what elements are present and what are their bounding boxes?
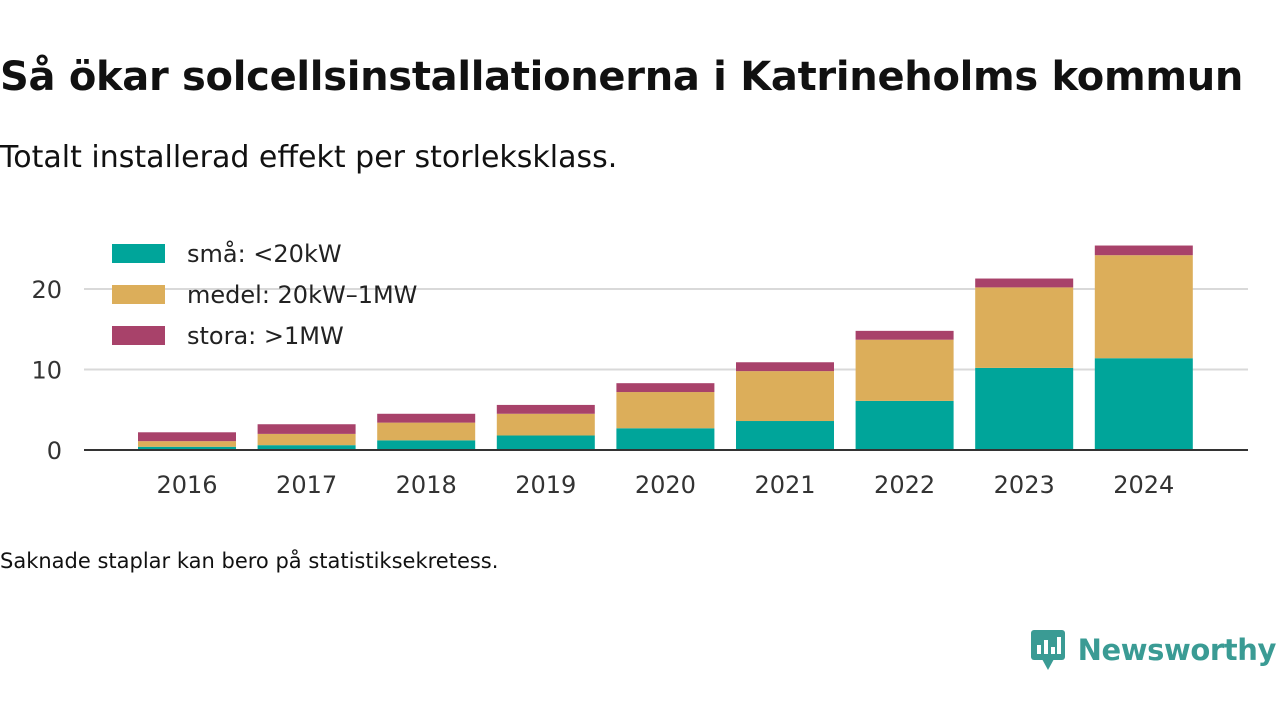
y-tick-label: 0	[47, 437, 62, 465]
chart-subtitle: Totalt installerad effekt per storlekskl…	[0, 140, 618, 175]
legend-swatch	[112, 244, 165, 263]
axes: 0 10 20 2016 2017 2018 2019 2020 2021 2022 2023 202…	[31, 276, 1248, 499]
bar-segment	[1094, 358, 1193, 450]
bar-segment	[496, 435, 595, 450]
footnote: Saknade staplar kan bero på statistiksek…	[0, 549, 499, 573]
x-tick-label: 2024	[1113, 471, 1174, 499]
x-tick-label: 2017	[276, 471, 337, 499]
bar-segment	[975, 367, 1074, 450]
legend-label: medel: 20kW–1MW	[187, 281, 417, 309]
x-tick-label: 2023	[994, 471, 1055, 499]
stacked-bar-chart: 0 10 20 2016 2017 2018 2019 2020 2021 2022 2023 202…	[31, 239, 1248, 499]
legend-swatch	[112, 285, 165, 304]
bar-segment	[975, 287, 1074, 368]
bar-segment	[257, 424, 356, 434]
bar-segment	[1094, 255, 1193, 359]
legend-label: små: <20kW	[187, 239, 342, 268]
x-tick-label: 2019	[515, 471, 576, 499]
bar-segment	[377, 413, 476, 423]
bars	[138, 245, 1193, 450]
bar-segment	[855, 330, 954, 340]
x-tick-label: 2022	[874, 471, 935, 499]
x-tick-label: 2016	[156, 471, 217, 499]
bar-segment	[855, 400, 954, 450]
y-tick-label: 10	[31, 357, 62, 385]
x-tick-label: 2021	[754, 471, 815, 499]
bar-segment	[257, 433, 356, 446]
bar-segment	[138, 446, 236, 450]
bar-segment	[736, 362, 834, 372]
bar-segment	[616, 392, 715, 429]
bar-segment	[616, 383, 715, 393]
bar-segment	[257, 445, 356, 450]
legend-label: stora: >1MW	[187, 322, 344, 350]
x-tick-label: 2020	[635, 471, 696, 499]
x-tick-label: 2018	[396, 471, 457, 499]
legend: små: <20kW medel: 20kW–1MW stora: >1MW	[112, 239, 417, 350]
bar-segment	[377, 440, 476, 450]
brand-logo: Newsworthy	[1030, 628, 1276, 672]
bar-segment	[855, 339, 954, 401]
y-tick-label: 20	[31, 276, 62, 304]
bar-segment	[496, 404, 595, 414]
bar-segment	[496, 413, 595, 436]
bar-segment	[138, 432, 236, 442]
bar-segment	[138, 441, 236, 447]
bar-segment	[377, 422, 476, 441]
bar-segment	[736, 371, 834, 422]
newsworthy-logo-icon	[1030, 630, 1065, 670]
bar-segment	[616, 428, 715, 450]
bar-segment	[736, 421, 834, 450]
legend-swatch	[112, 326, 165, 345]
bar-segment	[975, 278, 1074, 288]
bar-segment	[1094, 245, 1193, 256]
chart-title: Så ökar solcellsinstallationerna i Katri…	[0, 54, 1244, 100]
brand-name: Newsworthy	[1077, 633, 1277, 667]
